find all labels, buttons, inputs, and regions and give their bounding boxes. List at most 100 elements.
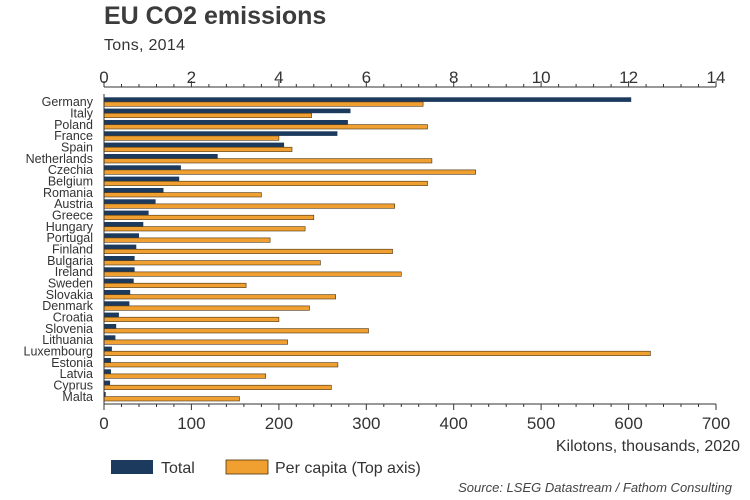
category-label: Austria [54, 197, 93, 211]
legend-swatch-total [111, 460, 153, 474]
top-tick-label: 2 [187, 68, 196, 87]
per-capita-bar [103, 316, 280, 322]
total-bar [104, 267, 135, 272]
category-label: Denmark [42, 299, 93, 313]
bottom-tick-label: 100 [177, 414, 205, 433]
total-bar [104, 346, 112, 352]
category-label: Malta [62, 390, 93, 404]
total-bar [104, 324, 117, 329]
per-capita-bar [103, 169, 476, 175]
total-bar [104, 154, 218, 159]
per-capita-bar [103, 305, 310, 311]
total-bar [104, 188, 164, 193]
category-label: Czechia [48, 163, 93, 177]
bottom-tick-label: 500 [527, 414, 555, 433]
category-label: Estonia [51, 356, 93, 370]
bottom-tick-label: 300 [352, 414, 380, 433]
per-capita-bar [103, 146, 293, 152]
category-label: Latvia [60, 367, 93, 381]
total-bar [104, 199, 156, 204]
total-bar [104, 278, 134, 284]
per-capita-bar [103, 260, 321, 266]
per-capita-bar [103, 203, 396, 209]
total-bar [104, 210, 149, 216]
category-label: Cyprus [53, 379, 93, 393]
total-bar [104, 108, 351, 114]
total-bar [104, 392, 106, 397]
top-tick-label: 10 [532, 68, 551, 87]
per-capita-bar [103, 158, 433, 164]
per-capita-bar [103, 248, 393, 254]
category-label: Croatia [53, 311, 93, 325]
per-capita-bar [103, 101, 424, 107]
total-bar [104, 312, 119, 318]
per-capita-bar [103, 282, 247, 288]
chart-title: EU CO2 emissions [104, 2, 327, 30]
category-label: Germany [42, 95, 94, 109]
category-label: Bulgaria [47, 254, 93, 268]
bottom-tick-label: 0 [99, 414, 108, 433]
category-label: Belgium [48, 175, 93, 189]
total-bar [104, 222, 144, 227]
total-bar [104, 131, 338, 136]
category-label: Netherlands [26, 152, 93, 166]
total-bar [104, 233, 139, 238]
x-axis-title: Kilotons, thousands, 2020 [556, 438, 740, 455]
per-capita-bar [103, 373, 266, 379]
total-bar [104, 301, 130, 306]
category-label: Spain [61, 141, 93, 155]
total-bar [104, 244, 137, 250]
total-bar [104, 369, 111, 374]
per-capita-bar [103, 271, 402, 277]
bottom-tick-label: 400 [440, 414, 468, 433]
category-label: Italy [70, 107, 94, 121]
category-label: Luxembourg [24, 345, 94, 359]
category-label: Portugal [46, 231, 93, 245]
top-tick-label: 14 [707, 68, 726, 87]
total-bar [104, 142, 285, 148]
per-capita-bar [103, 135, 280, 141]
per-capita-bar [103, 192, 262, 198]
category-label: Poland [54, 118, 93, 132]
per-capita-bar [103, 237, 271, 243]
per-capita-bar [103, 294, 336, 300]
legend-label-per-capita: Per capita (Top axis) [275, 460, 421, 477]
total-bar [104, 290, 131, 295]
total-bar [104, 120, 348, 125]
category-label: Ireland [55, 265, 93, 279]
bottom-tick-label: 600 [614, 414, 642, 433]
per-capita-bar [103, 339, 288, 345]
chart-subtitle: Tons, 2014 [104, 37, 186, 54]
category-label: France [54, 129, 93, 143]
legend-swatch-per-capita [225, 459, 269, 475]
category-label: Greece [52, 209, 93, 223]
top-tick-label: 12 [619, 68, 638, 87]
per-capita-bar [103, 396, 240, 402]
top-tick-label: 4 [274, 68, 283, 87]
total-bar [104, 380, 111, 386]
category-label: Romania [43, 186, 93, 200]
total-bar [104, 97, 632, 102]
total-bar [104, 256, 135, 261]
per-capita-bar [103, 214, 315, 220]
category-label: Finland [52, 243, 93, 257]
per-capita-bar [103, 180, 428, 186]
bottom-tick-label: 700 [702, 414, 730, 433]
per-capita-bar [103, 124, 428, 130]
top-tick-label: 8 [449, 68, 458, 87]
bottom-tick-label: 200 [265, 414, 293, 433]
total-bar [104, 176, 180, 182]
category-label: Hungary [46, 220, 94, 234]
per-capita-bar [103, 384, 332, 390]
category-label: Sweden [48, 277, 93, 291]
category-label: Lithuania [42, 333, 93, 347]
category-label: Slovenia [45, 322, 93, 336]
per-capita-bar [103, 362, 339, 368]
per-capita-bar [103, 328, 369, 334]
per-capita-bar [103, 112, 312, 118]
source-note: Source: LSEG Datastream / Fathom Consult… [458, 480, 732, 495]
total-bar [104, 358, 111, 363]
total-bar [104, 165, 181, 170]
top-tick-label: 6 [362, 68, 371, 87]
